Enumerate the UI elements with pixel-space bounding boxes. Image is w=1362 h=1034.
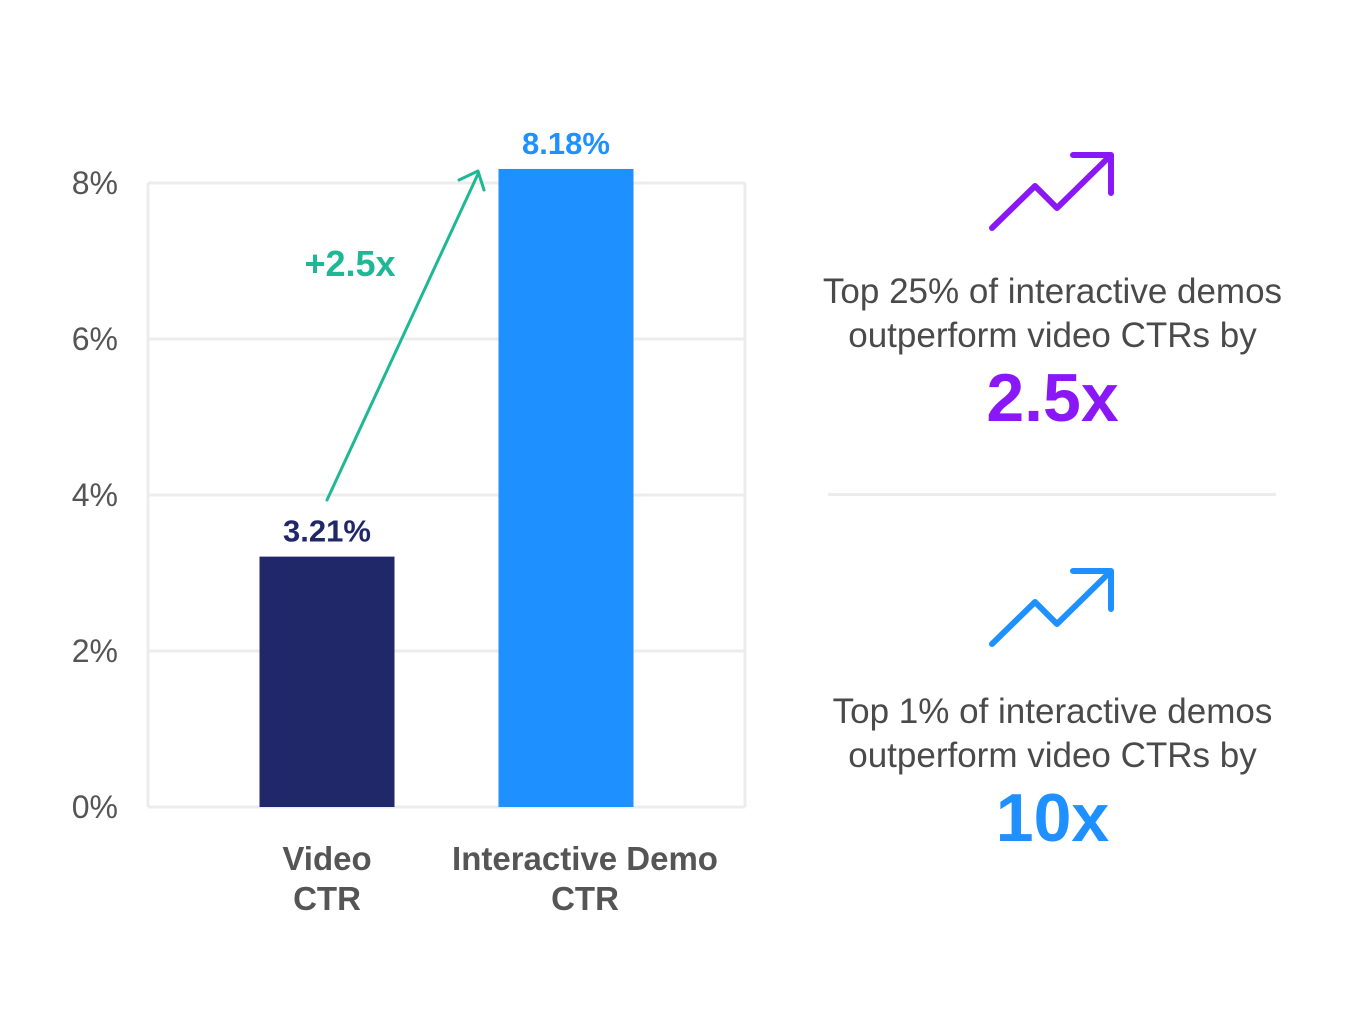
x-tick-label: Video bbox=[282, 840, 371, 877]
callout-text-line2: outperform video CTRs by bbox=[848, 736, 1257, 775]
callout-value: 2.5x bbox=[986, 360, 1119, 436]
trending-up-icon bbox=[989, 152, 1114, 231]
y-tick-label: 4% bbox=[72, 477, 118, 513]
y-tick-label: 0% bbox=[72, 789, 118, 825]
data-label: 3.21% bbox=[283, 514, 371, 549]
callout-text-line1: Top 1% of interactive demos bbox=[832, 692, 1273, 731]
x-tick-label: Interactive Demo bbox=[452, 840, 718, 877]
y-tick-label: 2% bbox=[72, 633, 118, 669]
growth-arrow-head bbox=[457, 169, 486, 192]
growth-annotation-label: +2.5x bbox=[304, 243, 395, 284]
bar bbox=[259, 556, 395, 807]
callout-value: 10x bbox=[995, 780, 1110, 856]
callout-text-line2: outperform video CTRs by bbox=[848, 316, 1257, 355]
growth-arrow-line bbox=[325, 172, 480, 502]
divider bbox=[828, 493, 1276, 496]
data-label: 8.18% bbox=[522, 126, 610, 161]
trending-up-icon bbox=[989, 568, 1114, 647]
bar bbox=[498, 168, 634, 807]
y-tick-label: 8% bbox=[72, 165, 118, 201]
x-tick-label: CTR bbox=[293, 880, 361, 917]
x-tick-label: CTR bbox=[551, 880, 619, 917]
y-tick-label: 6% bbox=[72, 321, 118, 357]
callout-text-line1: Top 25% of interactive demos bbox=[822, 272, 1283, 311]
growth-annotation: +2.5x bbox=[304, 169, 486, 502]
